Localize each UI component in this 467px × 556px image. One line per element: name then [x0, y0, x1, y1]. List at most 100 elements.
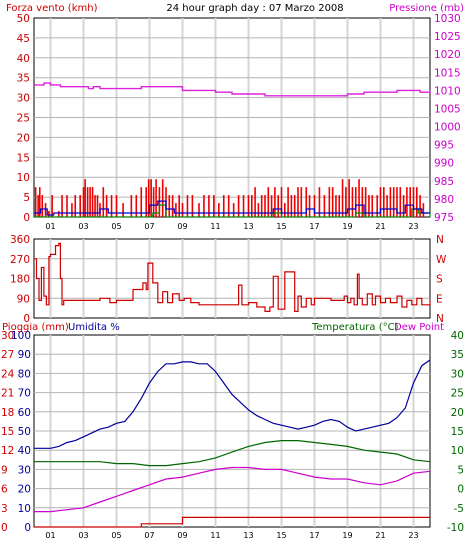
- wind-x-tick-label: 07: [144, 222, 154, 231]
- humidity-axis-label: Umidita %: [68, 322, 120, 333]
- direction-y-tick-label: 90: [17, 293, 30, 305]
- rain-y-tick-label: 9: [1, 464, 8, 476]
- humidity-y-tick-label: 90: [18, 349, 31, 361]
- direction-y-tick-label: 360: [10, 234, 30, 246]
- dew-point-line: [34, 466, 431, 513]
- humidity-y-tick-label: 50: [18, 426, 31, 438]
- pressure-line: [34, 82, 431, 97]
- wind-y-tick-label: 25: [17, 113, 30, 125]
- humidity-x-tick-label: 21: [375, 531, 385, 540]
- wind-y-tick-label: 20: [17, 132, 30, 144]
- temperature-y-tick-label: 30: [451, 368, 464, 380]
- wind-y-tick-label: 50: [17, 13, 30, 25]
- wind-x-tick-label: 17: [309, 222, 319, 231]
- temperature-y-tick-label: 20: [451, 407, 464, 419]
- humidity-x-tick-label: 13: [243, 531, 253, 540]
- wind-y-tick-label: 40: [17, 53, 30, 65]
- wind-axis-label: Forza vento (kmh): [6, 3, 98, 14]
- humidity-x-tick-label: 09: [177, 531, 187, 540]
- rain-y-tick-label: 21: [1, 388, 14, 400]
- wind-y-tick-label: 35: [17, 73, 30, 85]
- humidity-x-tick-label: 05: [111, 531, 121, 540]
- pressure-y-tick-label: 1005: [434, 103, 461, 115]
- wind-x-tick-label: 09: [177, 222, 187, 231]
- direction-y-tick-label: 270: [10, 254, 30, 266]
- ticks: 0510152025303540455097598098599099510001…: [1, 13, 464, 540]
- series: [34, 82, 431, 528]
- rain-y-tick-label: 0: [1, 522, 8, 534]
- humidity-y-tick-label: 60: [18, 407, 31, 419]
- compass-label: N: [436, 313, 444, 325]
- wind-x-tick-label: 21: [375, 222, 385, 231]
- rain-y-tick-label: 15: [1, 426, 14, 438]
- humidity-line: [34, 359, 431, 449]
- compass-label: E: [436, 293, 443, 305]
- wind-x-tick-label: 19: [342, 222, 352, 231]
- direction-y-tick-label: 180: [10, 274, 30, 286]
- temperature-y-tick-label: 5: [457, 464, 464, 476]
- temperature-line: [34, 440, 431, 467]
- humidity-y-tick-label: 70: [18, 388, 31, 400]
- wind-x-tick-label: 11: [210, 222, 220, 231]
- humidity-x-tick-label: 01: [45, 531, 55, 540]
- pressure-y-tick-label: 985: [434, 176, 454, 188]
- temperature-y-tick-label: 25: [451, 388, 464, 400]
- humidity-x-tick-label: 17: [309, 531, 319, 540]
- humidity-y-tick-label: 80: [18, 368, 31, 380]
- pressure-y-tick-label: 1010: [434, 85, 461, 97]
- pressure-y-tick-label: 1030: [434, 13, 461, 25]
- humidity-x-tick-label: 03: [78, 531, 88, 540]
- humidity-x-tick-label: 15: [276, 531, 286, 540]
- wind-avg-line: [34, 200, 430, 216]
- rain-y-tick-label: 12: [1, 445, 14, 457]
- rain-y-tick-label: 27: [1, 349, 14, 361]
- wind-y-tick-label: 15: [17, 152, 30, 164]
- wind-x-tick-label: 23: [408, 222, 418, 231]
- humidity-y-tick-label: 30: [18, 464, 31, 476]
- pressure-y-tick-label: 1020: [434, 49, 461, 61]
- wind-y-tick-label: 0: [23, 212, 30, 224]
- pressure-y-tick-label: 975: [434, 212, 454, 224]
- temperature-y-tick-label: -10: [447, 522, 464, 534]
- rain-y-tick-label: 3: [1, 503, 8, 515]
- pressure-y-tick-label: 990: [434, 158, 454, 170]
- pressure-y-tick-label: 1015: [434, 67, 461, 79]
- humidity-y-tick-label: 40: [18, 445, 31, 457]
- rain-y-tick-label: 6: [1, 484, 8, 496]
- rain-line: [34, 516, 430, 528]
- temperature-y-tick-label: 35: [451, 349, 464, 361]
- pressure-y-tick-label: 1000: [434, 122, 461, 134]
- temperature-y-tick-label: 40: [451, 330, 464, 342]
- wind-x-tick-label: 13: [243, 222, 253, 231]
- pressure-y-tick-label: 1025: [434, 31, 461, 43]
- compass-label: W: [436, 254, 447, 266]
- humidity-x-tick-label: 07: [144, 531, 154, 540]
- chart-title: 24 hour graph day : 07 Marzo 2008: [166, 3, 343, 14]
- compass-label: N: [436, 234, 444, 246]
- temperature-y-tick-label: 15: [451, 426, 464, 438]
- pressure-y-tick-label: 980: [434, 194, 454, 206]
- humidity-x-tick-label: 23: [408, 531, 418, 540]
- wind-x-tick-label: 01: [45, 222, 55, 231]
- dew-point-axis-label: Dew Point: [394, 322, 444, 333]
- wind-y-tick-label: 5: [23, 192, 30, 204]
- direction-y-tick-label: 0: [23, 313, 30, 325]
- humidity-x-tick-label: 11: [210, 531, 220, 540]
- humidity-y-tick-label: 100: [11, 330, 31, 342]
- rain-y-tick-label: 24: [1, 368, 15, 380]
- temperature-y-tick-label: -5: [454, 503, 464, 515]
- temperature-y-tick-label: 10: [451, 445, 464, 457]
- wind-y-tick-label: 10: [17, 172, 30, 184]
- temperature-y-tick-label: 0: [457, 484, 464, 496]
- grid: [34, 18, 430, 527]
- wind-min-line: [34, 204, 431, 218]
- wind-direction-line: [34, 242, 431, 312]
- rain-y-tick-label: 18: [1, 407, 14, 419]
- rain-y-tick-label: 30: [1, 330, 14, 342]
- humidity-y-tick-label: 0: [24, 522, 31, 534]
- temperature-axis-label: Temperatura (°C): [311, 322, 399, 333]
- pressure-y-tick-label: 995: [434, 140, 454, 152]
- wind-y-tick-label: 45: [17, 33, 30, 45]
